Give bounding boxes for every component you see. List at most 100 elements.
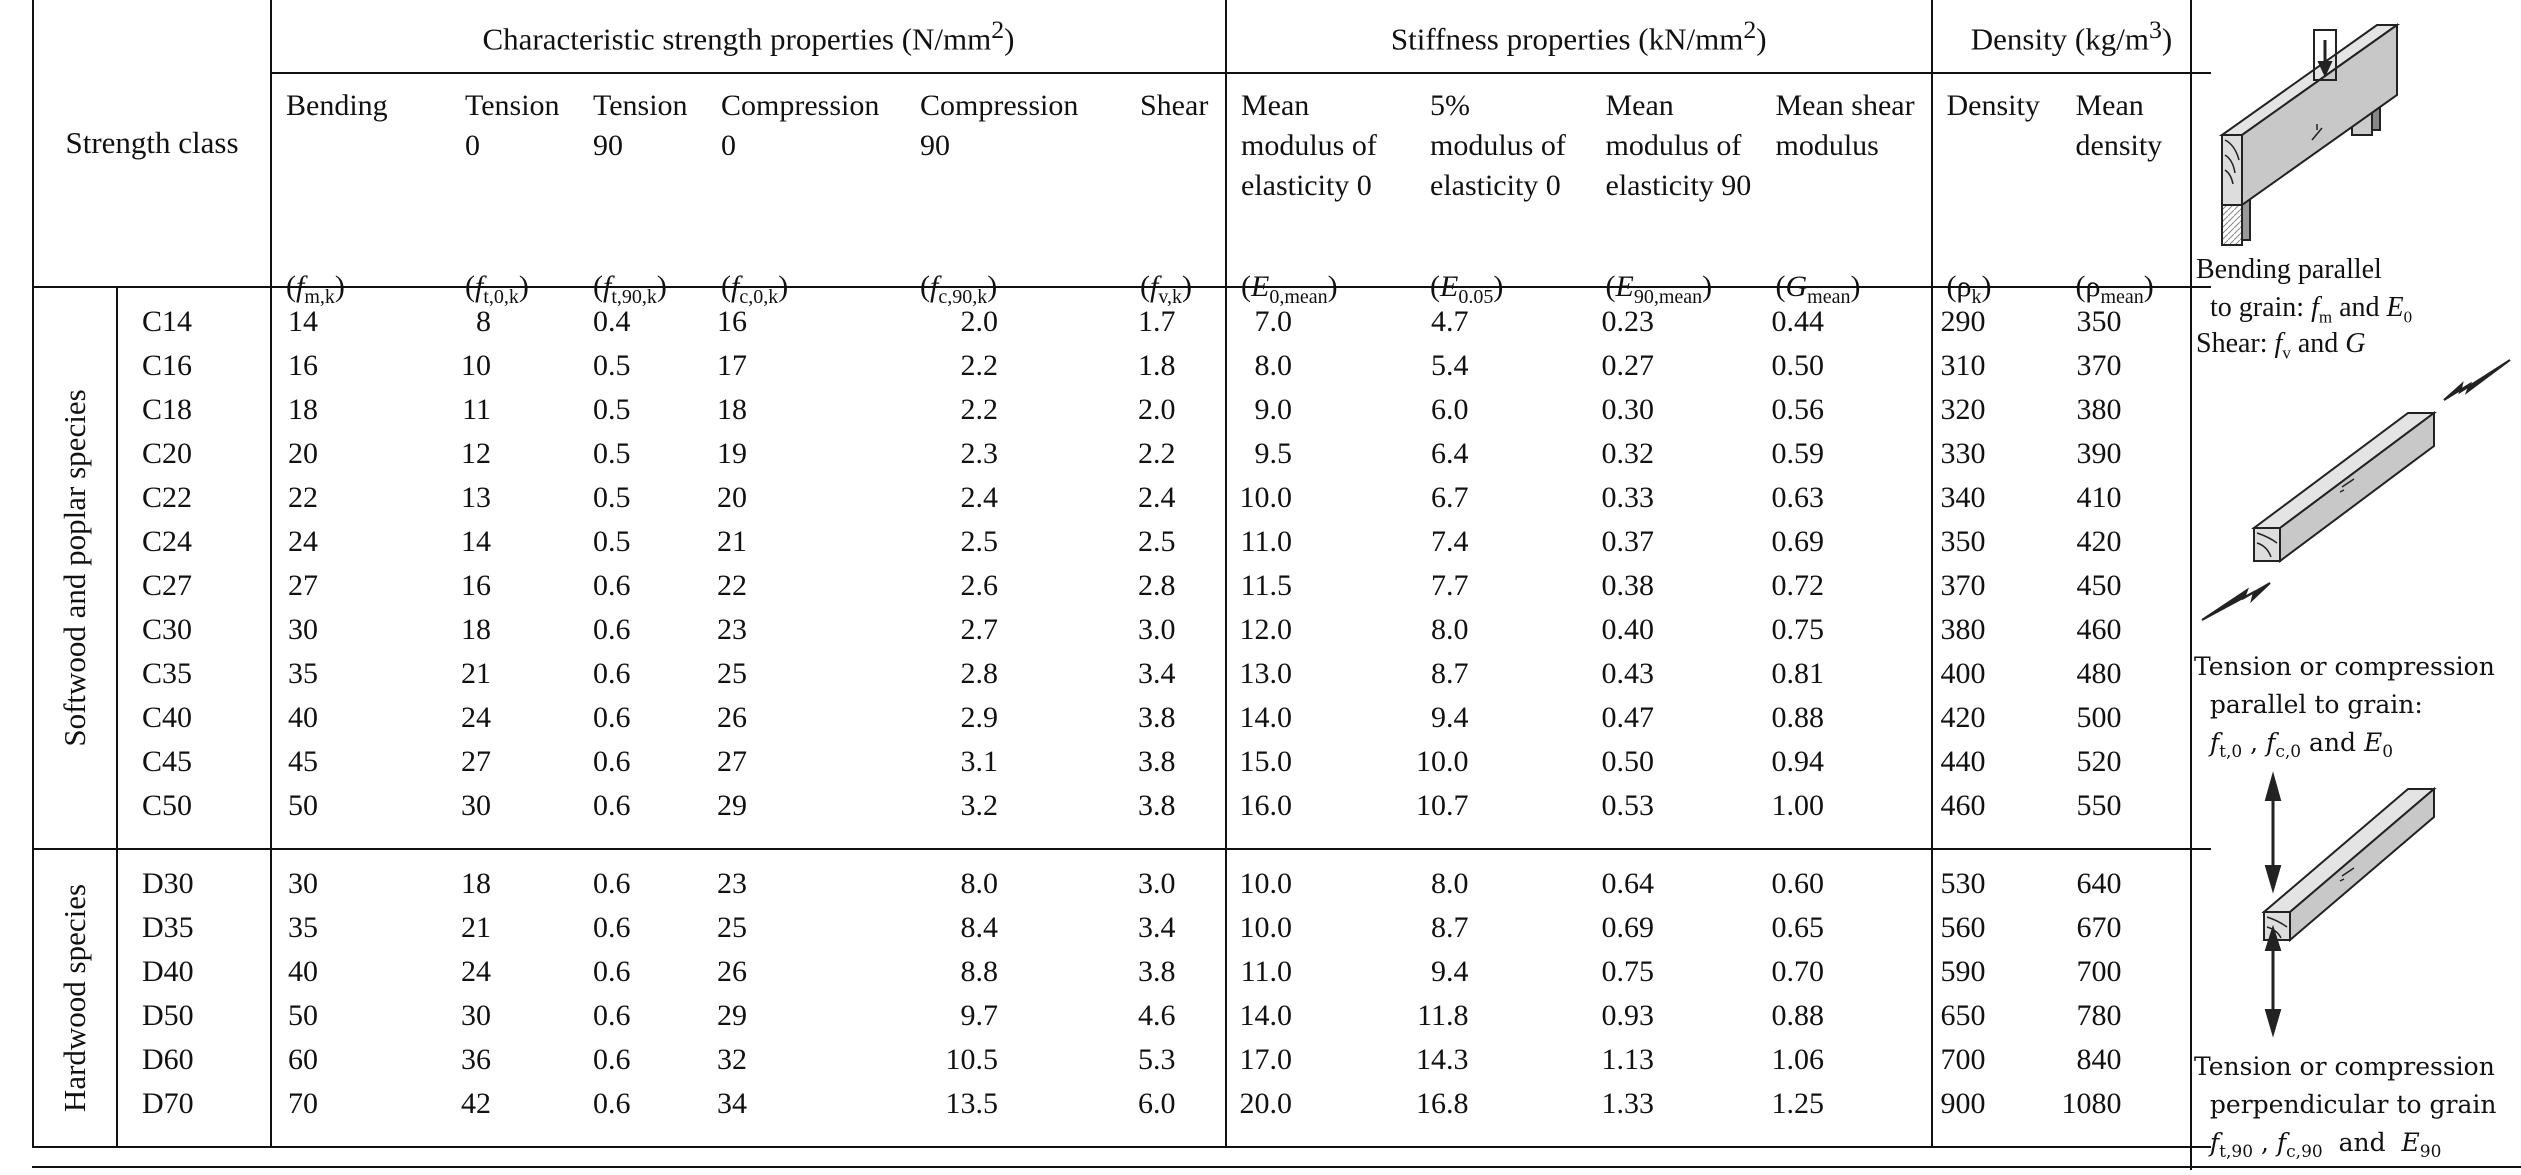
- column-header: Density (ρk): [1930, 73, 2062, 308]
- symbol-base: E: [1615, 270, 1634, 303]
- caption-segment: and: [2290, 328, 2346, 359]
- column-header: Compression 90 (fc,90,k): [906, 73, 1126, 308]
- value-cell: 60: [270, 1038, 451, 1082]
- value-cell: 0.75: [1771, 613, 1825, 646]
- value-cell: 0.60: [1771, 867, 1825, 900]
- value-cell: 3.4: [1138, 657, 1176, 690]
- value-cell: 14.0: [1225, 994, 1416, 1038]
- load-diagrams: Bending parallel to grain: fm and E0 Shea…: [2192, 0, 2521, 1170]
- value-cell: 2.0: [1138, 393, 1176, 426]
- paren: ): [334, 270, 345, 303]
- value-cell: 18: [461, 867, 491, 900]
- symbol-subscript: 0.05: [1458, 286, 1494, 308]
- value-cell: 370: [1930, 564, 2062, 608]
- paren: ): [1850, 270, 1861, 303]
- value-cell: 6.4: [1431, 437, 1469, 470]
- column-label-line: Mean: [2075, 89, 2144, 122]
- column-symbol: (E0.05): [1430, 270, 1503, 309]
- value-cell: 700: [1930, 1038, 2062, 1082]
- value-cell: 4.6: [1138, 999, 1176, 1032]
- paren: (: [1241, 270, 1251, 303]
- value-cell: 0.50: [1771, 349, 1825, 382]
- value-cell: 5.3: [1138, 1043, 1176, 1076]
- caption-segment: ,: [2242, 728, 2267, 757]
- value-cell: 0.69: [1601, 911, 1655, 944]
- symbol-subscript: m,k: [304, 286, 335, 308]
- value-cell: 30: [270, 849, 451, 906]
- caption-segment: 0: [2403, 307, 2413, 327]
- value-cell: 10: [461, 349, 491, 382]
- value-cell: 390: [2076, 437, 2122, 470]
- symbol-subscript: v,k: [1158, 286, 1183, 308]
- species-group-text: Hardwood species: [57, 883, 92, 1113]
- column-symbol: (ft,90,k): [593, 270, 667, 309]
- value-cell: 350: [1930, 520, 2062, 564]
- value-cell: 330: [1930, 432, 2062, 476]
- column-label-line: elasticity 0: [1241, 169, 1372, 202]
- paren: ): [987, 270, 998, 303]
- value-cell: 0.5: [593, 349, 631, 382]
- symbol-subscript: 90,mean: [1633, 286, 1703, 308]
- value-cell: 21: [461, 657, 491, 690]
- value-cell: 0.5: [593, 437, 631, 470]
- paren: ): [1702, 270, 1713, 303]
- value-cell: 11.0: [1225, 520, 1416, 564]
- value-cell: 10.5: [945, 1043, 999, 1076]
- value-cell: 0.81: [1771, 657, 1825, 690]
- strength-class-table: Strength class Characteristic strength p…: [32, 0, 2211, 1148]
- value-cell: 8.0: [1431, 613, 1469, 646]
- bending-figure-caption-line: Shear: fv and G: [2196, 326, 2365, 372]
- strength-properties-header: Characteristic strength properties (N/mm…: [270, 0, 1226, 74]
- column-header: Compression 0 (fc,0,k): [707, 73, 906, 308]
- column-label-line: Tension: [593, 89, 688, 122]
- paren: ): [2143, 270, 2154, 303]
- perpendicular-figure-caption-line: ft,90 , fc,90 and E90: [2194, 1124, 2442, 1171]
- value-cell: 0.6: [593, 745, 631, 778]
- column-header: 5% modulus of elasticity 0 (E0.05): [1416, 73, 1592, 308]
- value-cell: 32: [717, 1043, 747, 1076]
- value-cell: 2.4: [1138, 481, 1176, 514]
- value-cell: 700: [2076, 955, 2122, 988]
- strength-class-cell: D40: [116, 950, 271, 994]
- column-header-row: Bending (fm,k) Tension 0 (ft,0,k) Tension 90 (f…: [33, 73, 2211, 308]
- value-cell: 2.2: [1138, 437, 1176, 470]
- column-symbol: (fc,90,k): [920, 270, 997, 309]
- column-symbol: (E90,mean): [1606, 270, 1713, 309]
- value-cell: 25: [717, 657, 747, 690]
- value-cell: 27: [717, 745, 747, 778]
- column-label-line: modulus: [1775, 129, 1879, 162]
- table-row: C35 35 21 0.6 25 2.8 3.4 13.0 8.7 0.43 0.81 400 480: [33, 652, 2211, 696]
- column-label-line: Mean: [1241, 89, 1310, 122]
- column-symbol: (fv,k): [1140, 270, 1192, 309]
- figure-divider: [2190, 0, 2192, 1170]
- value-cell: 26: [717, 701, 747, 734]
- column-label-line: Bending: [286, 89, 388, 122]
- value-cell: 400: [1930, 652, 2062, 696]
- caption-segment: v: [2282, 343, 2291, 363]
- value-cell: 29: [717, 999, 747, 1032]
- value-cell: 650: [1930, 994, 2062, 1038]
- strength-class-cell: C24: [116, 520, 271, 564]
- value-cell: 2.7: [960, 613, 999, 646]
- value-cell: 21: [461, 911, 491, 944]
- value-cell: 2.4: [960, 481, 999, 514]
- value-cell: 22: [270, 476, 451, 520]
- caption-segment: Tension or compression: [2194, 652, 2495, 681]
- value-cell: 36: [461, 1043, 491, 1076]
- value-cell: 0.33: [1601, 481, 1655, 514]
- value-cell: 520: [2076, 745, 2122, 778]
- value-cell: 42: [451, 1082, 579, 1148]
- column-label: Shear: [1140, 86, 1208, 126]
- value-cell: 560: [1930, 906, 2062, 950]
- value-cell: 35: [270, 906, 451, 950]
- parallel-beam-icon: [2201, 359, 2511, 621]
- paren: ): [1981, 270, 1992, 303]
- value-cell: 8.0: [1225, 344, 1416, 388]
- value-cell: 0.63: [1771, 481, 1825, 514]
- column-label-line: Density: [1946, 89, 2040, 122]
- value-cell: 3.8: [1138, 955, 1176, 988]
- value-cell: 0.4: [593, 305, 631, 338]
- paren: (: [1775, 270, 1786, 303]
- value-cell: 3.8: [1126, 784, 1226, 850]
- value-cell: 7.7: [1431, 569, 1469, 602]
